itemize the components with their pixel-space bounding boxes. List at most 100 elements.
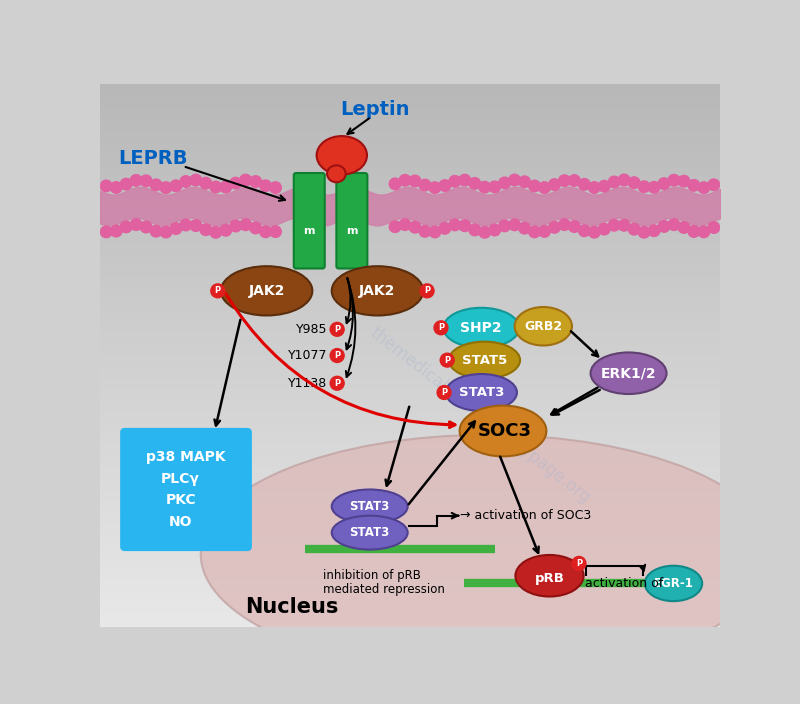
Circle shape xyxy=(330,322,344,337)
Text: P: P xyxy=(214,287,221,296)
Circle shape xyxy=(420,284,434,298)
Circle shape xyxy=(440,353,454,367)
Circle shape xyxy=(390,221,401,232)
Circle shape xyxy=(648,225,660,237)
Text: EGR-1: EGR-1 xyxy=(654,577,694,590)
Circle shape xyxy=(330,377,344,390)
Text: mediated repression: mediated repression xyxy=(323,583,445,596)
Circle shape xyxy=(608,220,620,231)
Ellipse shape xyxy=(645,566,702,601)
Circle shape xyxy=(180,176,192,187)
Circle shape xyxy=(598,223,610,235)
Circle shape xyxy=(140,221,152,233)
Circle shape xyxy=(479,182,490,193)
Circle shape xyxy=(538,226,550,237)
Circle shape xyxy=(429,226,441,238)
Text: LEPRB: LEPRB xyxy=(118,149,187,168)
Circle shape xyxy=(688,226,700,237)
Circle shape xyxy=(518,176,530,187)
Text: STAT3: STAT3 xyxy=(350,526,390,539)
Text: JAK2: JAK2 xyxy=(249,284,285,298)
Circle shape xyxy=(618,220,630,231)
Circle shape xyxy=(190,175,202,186)
Text: P: P xyxy=(576,559,582,568)
Text: SHP2: SHP2 xyxy=(461,321,502,335)
Circle shape xyxy=(569,175,580,187)
Circle shape xyxy=(578,179,590,190)
Ellipse shape xyxy=(221,266,312,315)
FancyBboxPatch shape xyxy=(336,173,367,268)
Ellipse shape xyxy=(449,341,520,379)
Ellipse shape xyxy=(201,435,774,674)
Circle shape xyxy=(130,175,142,186)
Text: P: P xyxy=(444,356,450,365)
Circle shape xyxy=(459,220,470,232)
Circle shape xyxy=(230,177,242,189)
Circle shape xyxy=(678,175,690,187)
Circle shape xyxy=(439,222,450,234)
Circle shape xyxy=(558,219,570,230)
Circle shape xyxy=(110,182,122,193)
Circle shape xyxy=(211,284,225,298)
Text: STAT5: STAT5 xyxy=(462,353,507,367)
Text: P: P xyxy=(334,379,340,388)
Circle shape xyxy=(437,386,451,399)
Text: → activation of SOC3: → activation of SOC3 xyxy=(460,509,592,522)
Circle shape xyxy=(658,220,670,232)
Circle shape xyxy=(598,180,610,192)
Circle shape xyxy=(330,348,344,363)
Text: P: P xyxy=(334,325,340,334)
Text: themedicalbiochemistrypage.org: themedicalbiochemistrypage.org xyxy=(366,324,594,507)
Text: P: P xyxy=(441,388,447,397)
Circle shape xyxy=(120,178,132,190)
Circle shape xyxy=(120,221,132,233)
Circle shape xyxy=(648,182,660,193)
Circle shape xyxy=(499,220,510,232)
Text: JAK2: JAK2 xyxy=(359,284,396,298)
Circle shape xyxy=(270,182,282,194)
Circle shape xyxy=(572,556,586,570)
Ellipse shape xyxy=(590,353,666,394)
Circle shape xyxy=(399,175,411,186)
Text: p38 MAPK: p38 MAPK xyxy=(146,450,226,464)
Circle shape xyxy=(409,175,421,187)
Circle shape xyxy=(220,225,231,236)
Circle shape xyxy=(698,226,710,238)
Text: Y985: Y985 xyxy=(295,323,327,336)
Circle shape xyxy=(240,219,251,230)
Ellipse shape xyxy=(446,374,517,411)
Circle shape xyxy=(190,220,202,232)
Circle shape xyxy=(180,219,192,231)
Circle shape xyxy=(489,181,501,193)
Text: GRB2: GRB2 xyxy=(524,320,562,333)
Circle shape xyxy=(658,178,670,189)
Circle shape xyxy=(449,219,461,231)
Circle shape xyxy=(529,226,540,238)
Text: NO: NO xyxy=(169,515,192,529)
Circle shape xyxy=(638,181,650,192)
Circle shape xyxy=(698,182,710,194)
Circle shape xyxy=(220,181,231,193)
Ellipse shape xyxy=(332,266,423,315)
Circle shape xyxy=(529,180,540,191)
Circle shape xyxy=(390,178,401,189)
Text: m: m xyxy=(346,226,358,236)
Text: Y1077: Y1077 xyxy=(287,349,327,362)
Circle shape xyxy=(509,219,520,231)
Circle shape xyxy=(558,175,570,187)
Ellipse shape xyxy=(327,165,346,182)
Circle shape xyxy=(200,177,212,189)
Text: STAT3: STAT3 xyxy=(350,500,390,513)
Circle shape xyxy=(518,222,530,234)
Text: Leptin: Leptin xyxy=(340,100,410,118)
Circle shape xyxy=(240,175,251,186)
Circle shape xyxy=(250,222,262,234)
Circle shape xyxy=(708,222,720,233)
Circle shape xyxy=(150,225,162,237)
Circle shape xyxy=(160,226,172,238)
Text: inhibition of pRB: inhibition of pRB xyxy=(323,570,421,582)
Text: pRB: pRB xyxy=(534,572,565,584)
Circle shape xyxy=(130,219,142,230)
Ellipse shape xyxy=(459,406,546,456)
FancyBboxPatch shape xyxy=(120,428,252,551)
